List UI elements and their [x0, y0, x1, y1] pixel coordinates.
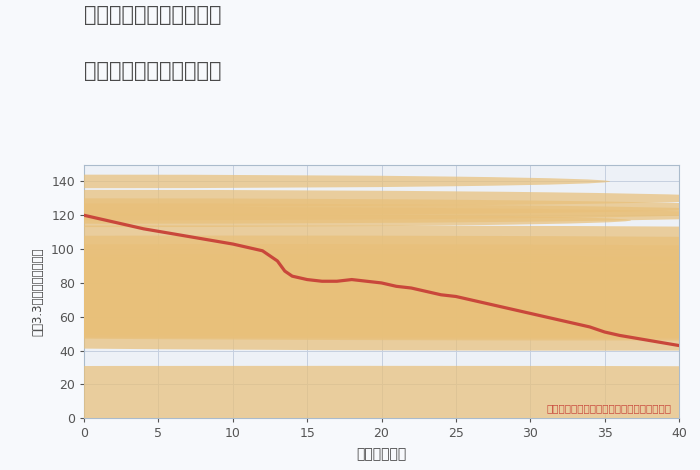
Ellipse shape: [0, 281, 700, 315]
Ellipse shape: [0, 256, 700, 273]
Ellipse shape: [0, 283, 700, 306]
X-axis label: 築年数（年）: 築年数（年）: [356, 447, 407, 461]
Ellipse shape: [0, 254, 700, 302]
Text: 築年数別中古戸建て価格: 築年数別中古戸建て価格: [84, 61, 221, 81]
Ellipse shape: [0, 366, 700, 427]
Ellipse shape: [0, 264, 700, 288]
Ellipse shape: [0, 226, 700, 256]
Ellipse shape: [0, 190, 700, 207]
Ellipse shape: [0, 303, 700, 327]
Ellipse shape: [0, 263, 700, 290]
Ellipse shape: [0, 274, 700, 298]
Ellipse shape: [0, 269, 700, 297]
Ellipse shape: [0, 273, 700, 297]
Ellipse shape: [0, 300, 700, 327]
Ellipse shape: [0, 283, 700, 313]
Ellipse shape: [0, 300, 700, 334]
Ellipse shape: [0, 327, 700, 351]
Ellipse shape: [0, 198, 700, 215]
Ellipse shape: [0, 271, 700, 302]
Ellipse shape: [0, 204, 700, 220]
Ellipse shape: [0, 281, 700, 308]
Ellipse shape: [0, 278, 700, 302]
Text: 円の大きさは、取引のあった物件面積を示す: 円の大きさは、取引のあった物件面積を示す: [547, 403, 671, 413]
Ellipse shape: [0, 313, 700, 340]
Text: 奈良県生駒市さつき台の: 奈良県生駒市さつき台の: [84, 5, 221, 25]
Ellipse shape: [0, 303, 700, 327]
Ellipse shape: [0, 297, 700, 320]
Ellipse shape: [0, 213, 631, 227]
Ellipse shape: [0, 312, 700, 339]
Ellipse shape: [0, 244, 700, 268]
Ellipse shape: [0, 235, 700, 263]
Ellipse shape: [0, 266, 700, 300]
Ellipse shape: [0, 291, 700, 325]
Ellipse shape: [0, 273, 700, 310]
Ellipse shape: [0, 271, 700, 295]
Ellipse shape: [0, 207, 700, 224]
Ellipse shape: [0, 283, 700, 310]
Ellipse shape: [0, 278, 700, 305]
Ellipse shape: [0, 175, 610, 188]
Ellipse shape: [0, 300, 700, 327]
Ellipse shape: [0, 313, 700, 337]
Y-axis label: 坪（3.3㎡）単価（万円）: 坪（3.3㎡）単価（万円）: [32, 247, 44, 336]
